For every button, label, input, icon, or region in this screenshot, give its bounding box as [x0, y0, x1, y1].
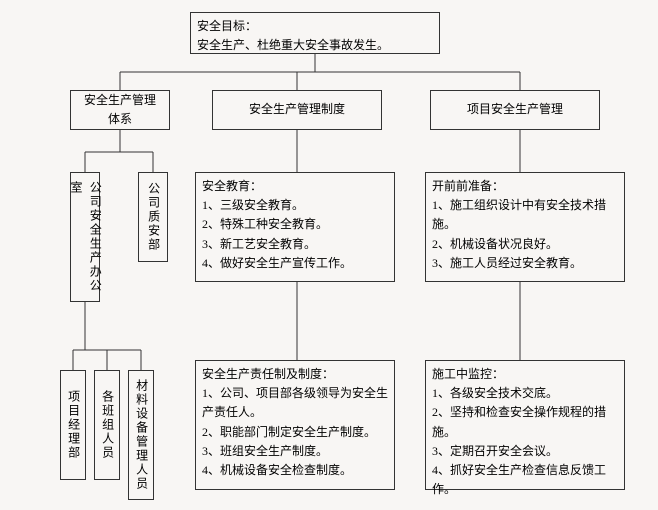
edu-title: 安全教育： [202, 177, 388, 196]
node-pre-construction: 开前前准备： 1、施工组织设计中有安全技术措施。 2、机械设备状况良好。 3、施… [425, 172, 625, 282]
mon-title: 施工中监控： [432, 365, 618, 384]
node-company-safety-office: 公司安全生产办公室 [70, 172, 100, 302]
pre-title: 开前前准备： [432, 177, 618, 196]
resp-l1: 1、公司、项目部各级领导为安全生产责任人。 [202, 384, 388, 422]
node-mgmt-system: 安全生产管理 体系 [70, 90, 170, 130]
node-safety-education: 安全教育： 1、三级安全教育。 2、特殊工种安全教育。 3、新工艺安全教育。 4… [195, 172, 395, 282]
node-construction-monitoring: 施工中监控： 1、各级安全技术交底。 2、坚持和检查安全操作规程的措施。 3、定… [425, 360, 625, 490]
pre-l1: 1、施工组织设计中有安全技术措施。 [432, 196, 618, 234]
resp-l3: 3、班组安全生产制度。 [202, 442, 388, 461]
resp-l4: 4、机械设备安全检查制度。 [202, 461, 388, 480]
resp-l2: 2、职能部门制定安全生产制度。 [202, 423, 388, 442]
edu-l4: 4、做好安全生产宣传工作。 [202, 254, 388, 273]
pre-l2: 2、机械设备状况良好。 [432, 235, 618, 254]
mon-l3: 3、定期召开安全会议。 [432, 442, 618, 461]
node-company-quality-dept: 公司质安部 [138, 172, 168, 262]
node-project-mgmt: 项目安全生产管理 [430, 90, 600, 130]
edu-l2: 2、特殊工种安全教育。 [202, 215, 388, 234]
mon-l1: 1、各级安全技术交底。 [432, 384, 618, 403]
node-responsibility-system: 安全生产责任制及制度： 1、公司、项目部各级领导为安全生产责任人。 2、职能部门… [195, 360, 395, 490]
node-mgmt-rules: 安全生产管理制度 [212, 90, 382, 130]
node-material-equipment-mgr: 材料设备管理人员 [128, 370, 154, 500]
edu-l3: 3、新工艺安全教育。 [202, 235, 388, 254]
node-team-members: 各班组人员 [94, 370, 120, 480]
resp-title: 安全生产责任制及制度： [202, 365, 388, 384]
node-safety-goal: 安全目标： 安全生产、杜绝重大安全事故发生。 [190, 12, 440, 54]
node-project-manager-dept: 项目经理部 [60, 370, 86, 480]
mon-l4: 4、抓好安全生产检查信息反馈工作。 [432, 461, 618, 499]
pre-l3: 3、施工人员经过安全教育。 [432, 254, 618, 273]
goal-line2: 安全生产、杜绝重大安全事故发生。 [197, 36, 433, 55]
edu-l1: 1、三级安全教育。 [202, 196, 388, 215]
goal-line1: 安全目标： [197, 17, 433, 36]
mon-l2: 2、坚持和检查安全操作规程的措施。 [432, 403, 618, 441]
